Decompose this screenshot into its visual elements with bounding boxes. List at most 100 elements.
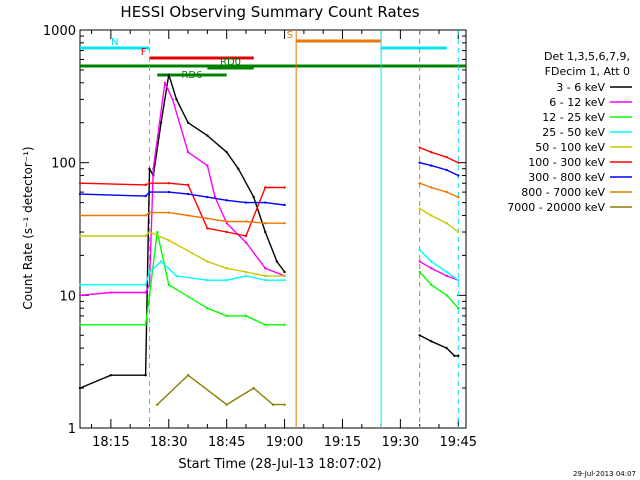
data-point (457, 174, 460, 177)
series-line (419, 334, 459, 357)
data-point (264, 274, 267, 278)
data-point (264, 323, 267, 326)
data-point (430, 260, 433, 263)
data-point (225, 267, 228, 270)
series-line (80, 260, 285, 286)
data-point (445, 270, 448, 274)
series-line (79, 191, 285, 206)
series-line (419, 146, 459, 164)
data-point (457, 354, 460, 358)
data-point (167, 283, 170, 287)
data-point (159, 260, 163, 263)
data-point (445, 346, 448, 350)
series-line (79, 73, 286, 389)
data-point (283, 186, 286, 189)
data-point (264, 201, 267, 204)
flag-label: N (111, 37, 118, 48)
data-point (283, 270, 286, 274)
data-point (264, 267, 267, 270)
data-point (225, 199, 228, 202)
series-line (419, 208, 459, 233)
data-point (418, 182, 421, 185)
x-tick-label: 18:30 (150, 435, 187, 450)
data-point (148, 230, 151, 234)
data-point (430, 186, 433, 189)
data-point (457, 230, 460, 234)
x-tick-label: 19:15 (324, 435, 361, 450)
data-point (244, 234, 248, 238)
series-line (79, 82, 285, 296)
series-line (419, 162, 459, 177)
y-tick-label: 10 (59, 289, 76, 304)
data-point (78, 386, 82, 390)
data-point (171, 98, 174, 101)
data-point (144, 183, 147, 187)
data-point (418, 260, 421, 263)
data-point (78, 234, 82, 238)
series-line (419, 260, 459, 281)
data-point (225, 220, 228, 223)
data-point (453, 354, 456, 358)
data-point (163, 81, 167, 84)
series-line (419, 249, 459, 281)
data-point (445, 155, 448, 159)
data-point (244, 220, 248, 223)
data-point (206, 279, 209, 282)
data-point (206, 227, 209, 230)
x-tick-label: 19:30 (382, 435, 419, 450)
data-point (264, 221, 267, 225)
legend-entry-label: 300 - 800 keV (528, 171, 605, 184)
data-point (78, 214, 82, 217)
series-line (80, 231, 285, 326)
data-point (206, 217, 209, 220)
data-point (148, 182, 151, 185)
data-point (244, 314, 248, 318)
data-point (430, 283, 433, 287)
data-point (144, 374, 147, 377)
data-point (148, 211, 151, 214)
data-point (206, 306, 209, 310)
legend-entry-label: 100 - 300 keV (528, 156, 605, 169)
data-point (225, 230, 228, 234)
data-point (144, 194, 147, 198)
flag-label: F (141, 47, 147, 58)
data-point (186, 214, 190, 217)
generated-timestamp: 29-Jul-2013 04:07 (573, 470, 636, 478)
data-point (175, 274, 178, 278)
data-point (152, 167, 155, 170)
data-point (167, 190, 170, 194)
data-point (457, 161, 460, 164)
series-line (419, 271, 459, 309)
data-point (186, 374, 190, 377)
data-point (144, 291, 147, 294)
chart-title: HESSI Observing Summary Count Rates (120, 3, 419, 21)
series-line (80, 211, 285, 224)
data-point (244, 241, 248, 244)
data-point (430, 214, 433, 217)
data-point (275, 260, 279, 263)
data-point (148, 190, 151, 194)
data-point (186, 150, 190, 154)
data-point (244, 201, 248, 204)
data-point (271, 403, 275, 406)
x-tick-label: 19:45 (440, 435, 477, 450)
series-line (79, 182, 285, 237)
data-point (148, 294, 151, 297)
data-point (78, 283, 82, 287)
data-point (418, 270, 421, 274)
data-point (430, 150, 433, 154)
data-point (78, 182, 82, 185)
data-point (78, 323, 82, 326)
data-point (167, 182, 170, 185)
data-point (78, 192, 82, 196)
legend-entry-label: 7000 - 20000 keV (507, 201, 605, 214)
data-point (457, 279, 460, 282)
data-point (144, 234, 147, 238)
data-point (264, 186, 267, 189)
series-line (156, 374, 285, 406)
data-point (244, 270, 248, 274)
data-point (283, 323, 286, 326)
data-point (144, 283, 147, 287)
x-tick-label: 18:45 (208, 435, 245, 450)
